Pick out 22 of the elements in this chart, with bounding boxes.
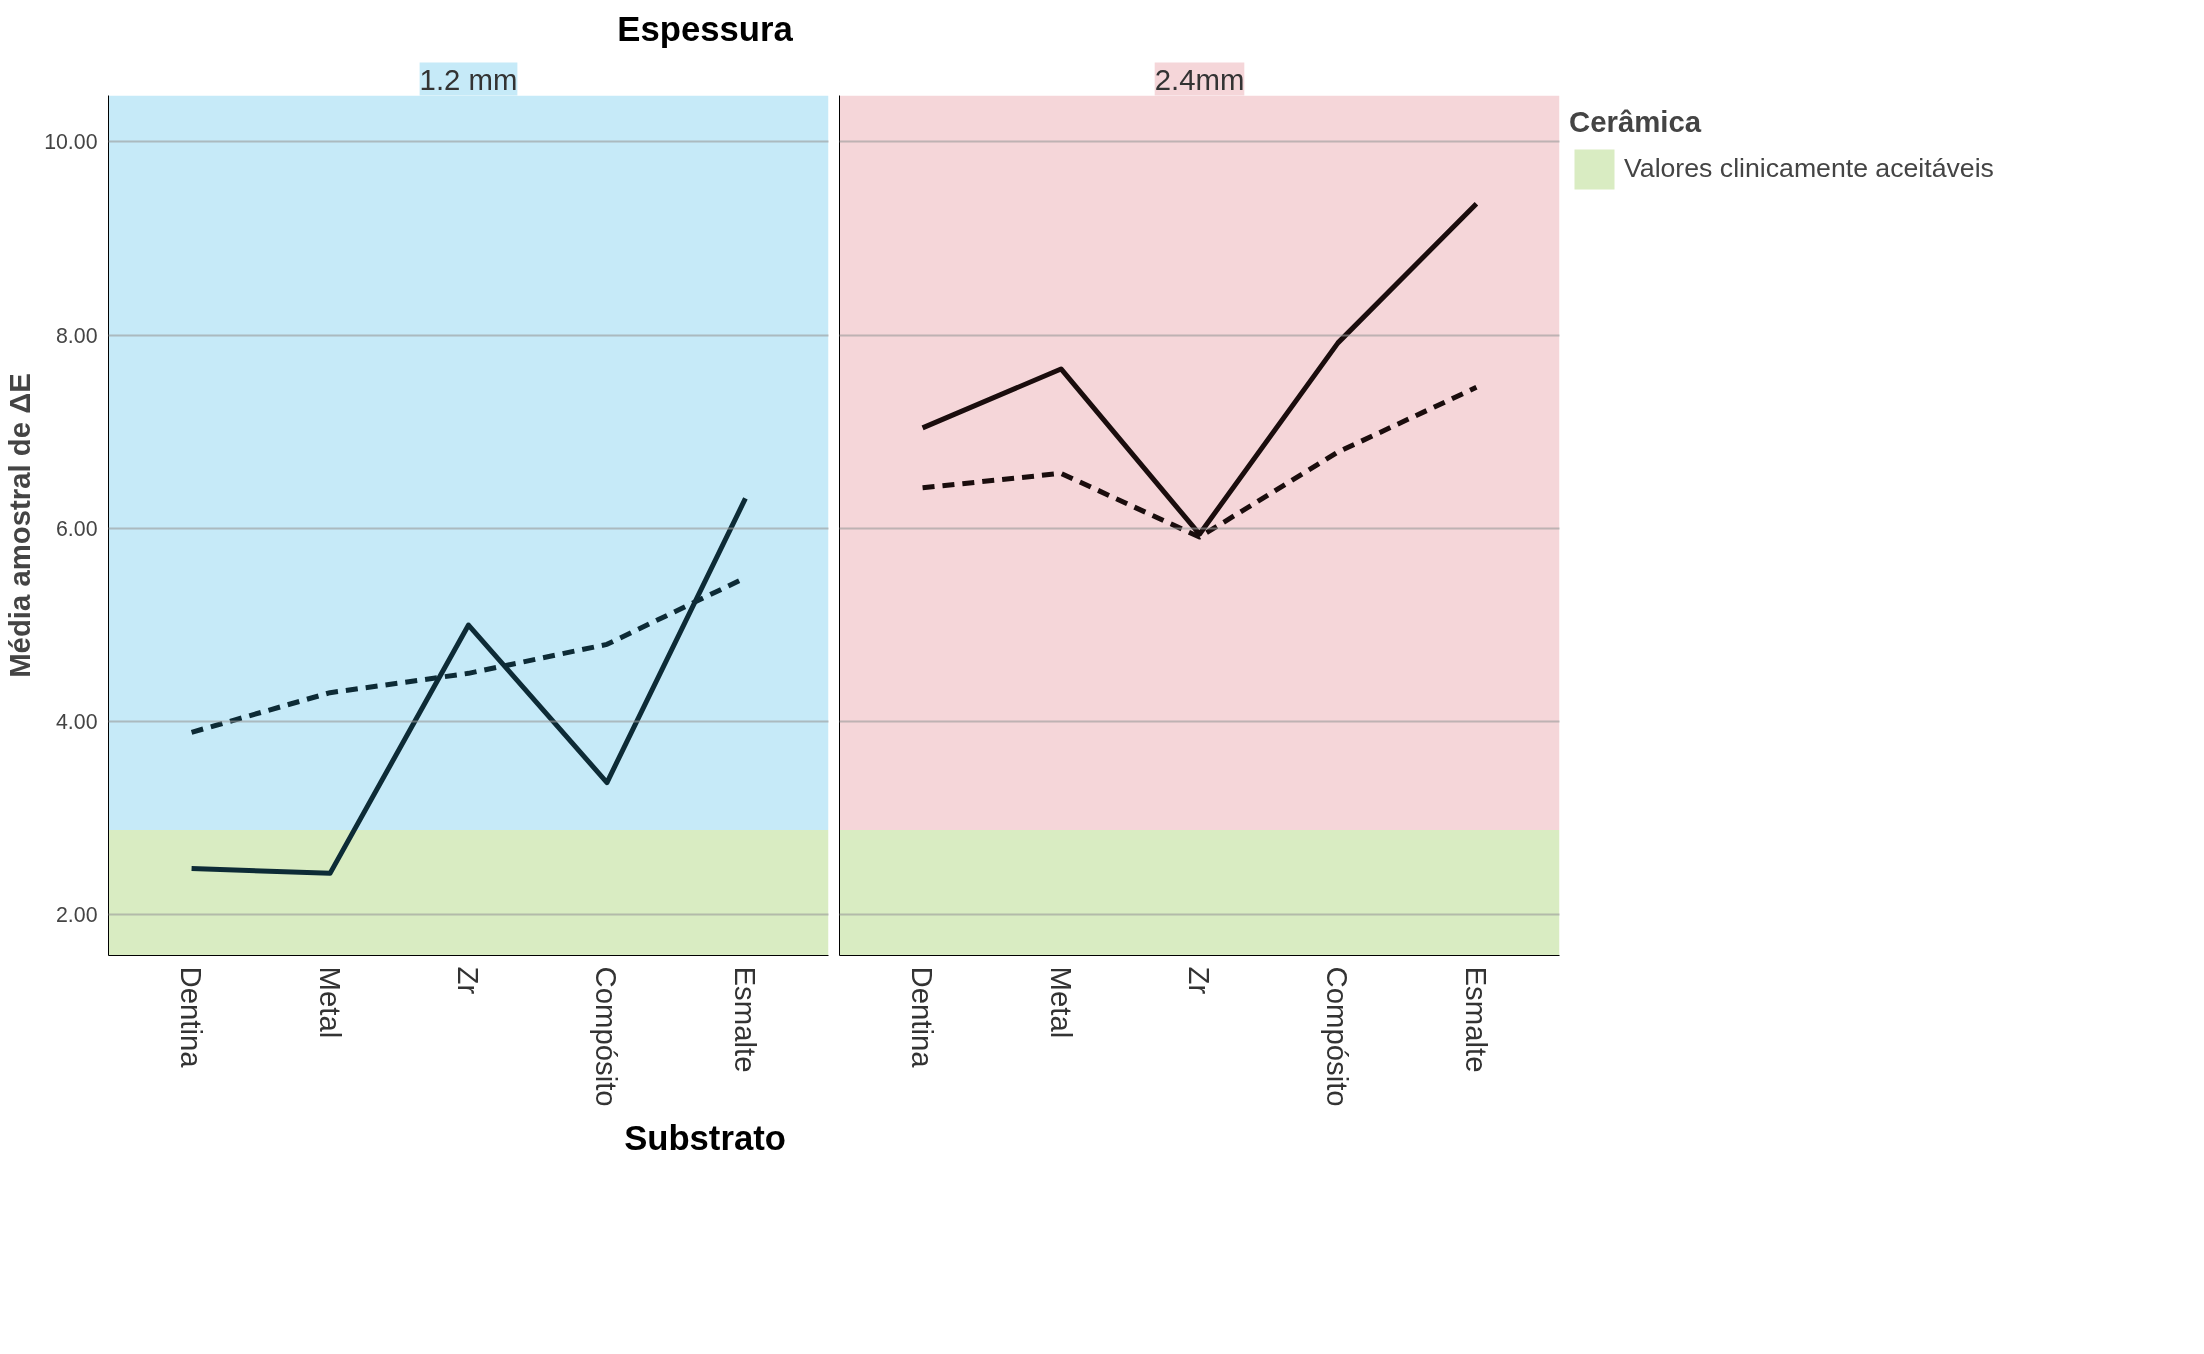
x-tick-label: Esmalte bbox=[1459, 966, 1493, 1072]
x-tick-label: Metal bbox=[313, 966, 347, 1038]
x-tick-label: Metal bbox=[1044, 966, 1078, 1038]
chart-title: 1.2 mm bbox=[419, 62, 518, 96]
y-tick-label: 2.00 bbox=[55, 902, 98, 927]
x-tick-label: Compósito bbox=[590, 966, 624, 1107]
x-tick-label: Esmalte bbox=[728, 966, 762, 1072]
y-tick-label: 4.00 bbox=[55, 709, 98, 734]
x-axis-title: Substrato bbox=[624, 1117, 786, 1159]
x-tick-label: Zr bbox=[1183, 966, 1216, 994]
y-tick-label: 8.00 bbox=[55, 323, 98, 348]
chart-title: 2.4mm bbox=[1154, 62, 1245, 96]
text: Espessura bbox=[617, 9, 793, 50]
y-tick-label: 6.00 bbox=[55, 516, 98, 541]
legend-title: Cerâmica bbox=[1569, 104, 1703, 139]
y-tick-label: 10.00 bbox=[44, 129, 98, 154]
legend-label: Valores clinicamente aceitáveis bbox=[1624, 153, 1994, 185]
x-tick-label: Compósito bbox=[1321, 966, 1355, 1107]
x-tick-label: Dentina bbox=[175, 966, 209, 1068]
x-tick-label: Dentina bbox=[906, 966, 940, 1068]
y-axis-title: Média amostral de ΔE bbox=[3, 372, 37, 678]
x-tick-label: Zr bbox=[452, 966, 485, 994]
